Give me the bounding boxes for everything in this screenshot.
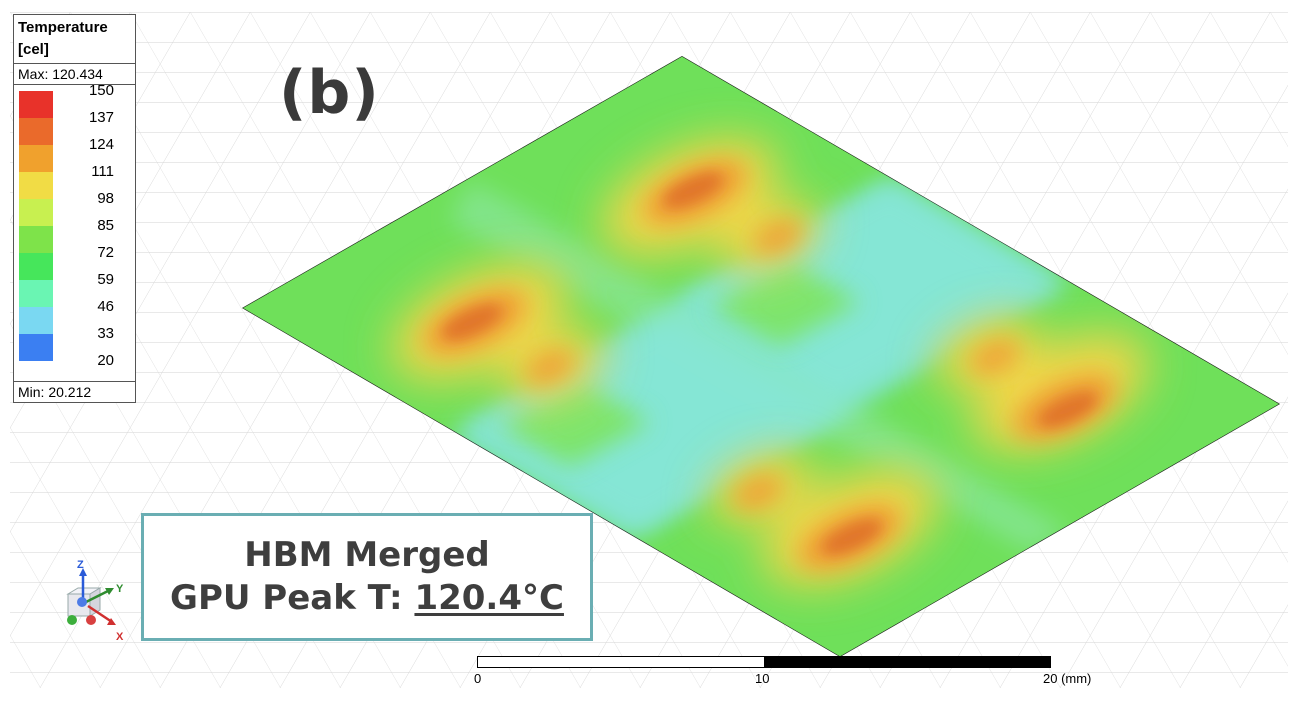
legend-swatch bbox=[19, 334, 53, 361]
legend-tick: 98 bbox=[97, 190, 114, 207]
legend-min: Min: 20.212 bbox=[14, 381, 135, 402]
scale-bar-filled bbox=[764, 657, 1050, 667]
legend-swatch bbox=[19, 253, 53, 280]
legend-swatch bbox=[19, 307, 53, 334]
legend-max: Max: 120.434 bbox=[14, 64, 135, 85]
caption-line1: HBM Merged bbox=[244, 535, 490, 575]
scale-label-10: 10 bbox=[755, 671, 770, 686]
caption-peak-label: GPU Peak T: bbox=[170, 578, 415, 618]
legend-title: Temperature [cel] bbox=[14, 15, 135, 64]
legend-tick: 59 bbox=[97, 271, 114, 288]
legend-tick: 33 bbox=[97, 325, 114, 342]
legend-tick: 111 bbox=[91, 163, 114, 180]
3d-viewport[interactable] bbox=[10, 12, 1288, 688]
legend-swatch bbox=[19, 91, 53, 118]
thermal-plate bbox=[242, 56, 1280, 657]
caption-box: HBM Merged GPU Peak T: 120.4°C bbox=[141, 513, 593, 641]
axis-y-label: Y bbox=[116, 583, 124, 595]
caption-peak-value: 120.4°C bbox=[414, 578, 564, 618]
legend-color-scale: 150 137 124 111 98 85 72 59 46 33 20 bbox=[14, 82, 135, 381]
temperature-legend: Temperature [cel] Max: 120.434 150 137 124… bbox=[13, 14, 136, 403]
legend-swatch bbox=[19, 118, 53, 145]
x-axis bbox=[87, 604, 113, 624]
legend-swatch bbox=[19, 172, 53, 199]
legend-tick: 150 bbox=[88, 82, 114, 99]
scale-label-0: 0 bbox=[474, 671, 482, 686]
scale-bar bbox=[477, 656, 1051, 668]
temperature-plot-scene bbox=[10, 12, 1288, 688]
legend-tick: 137 bbox=[88, 109, 114, 126]
axis-z-label: Z bbox=[77, 559, 84, 571]
legend-swatch bbox=[19, 145, 53, 172]
legend-swatch bbox=[19, 226, 53, 253]
panel-label: (b) bbox=[279, 58, 380, 128]
caption-line2: GPU Peak T: 120.4°C bbox=[144, 576, 590, 620]
scale-label-20: 20 (mm) bbox=[1043, 671, 1092, 686]
legend-swatch bbox=[19, 280, 53, 307]
legend-tick: 124 bbox=[88, 136, 114, 153]
axis-x-label: X bbox=[116, 631, 124, 643]
axis-triad-icon: Z Y X bbox=[66, 559, 124, 643]
legend-tick: 20 bbox=[97, 352, 114, 369]
legend-tick: 46 bbox=[97, 298, 114, 315]
legend-swatch bbox=[19, 199, 53, 226]
axis-triad[interactable]: Z Y X bbox=[58, 559, 138, 643]
y-axis bbox=[85, 588, 111, 604]
legend-tick: 72 bbox=[97, 244, 114, 261]
legend-tick: 85 bbox=[97, 217, 114, 234]
